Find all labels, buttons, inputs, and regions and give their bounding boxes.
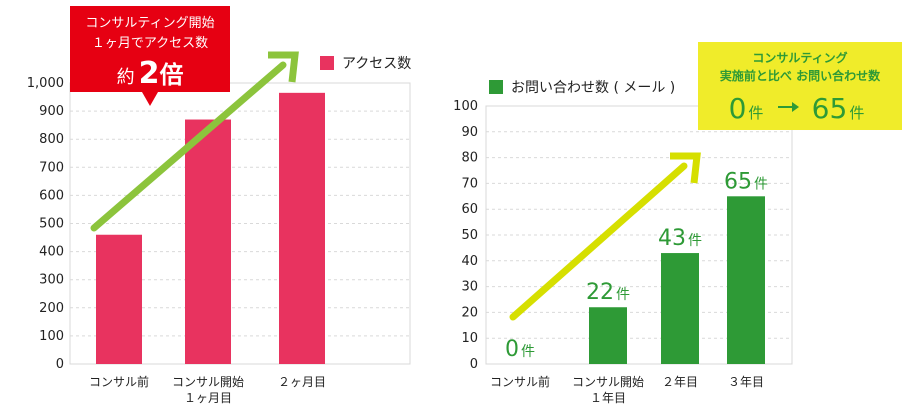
callout-pointer	[142, 92, 158, 106]
callout-box	[70, 6, 230, 92]
trend-arrow	[90, 61, 287, 232]
y-tick-label: 90	[461, 125, 478, 140]
data-label-unit: 件	[521, 344, 535, 360]
trend-arrow-head	[670, 152, 701, 184]
y-tick-label: 800	[39, 132, 64, 147]
callout-arrow-head	[792, 102, 799, 112]
data-label-number: 22	[586, 280, 614, 305]
x-tick-label: ２ヶ月目	[278, 375, 326, 389]
x-tick-label: コンサル前	[490, 374, 550, 389]
x-tick-label: ２年目	[662, 375, 698, 389]
x-tick-label: １ヶ月目	[184, 391, 232, 405]
data-label: 65 件	[724, 169, 768, 194]
data-label-unit: 件	[754, 176, 768, 192]
y-tick-label: 600	[39, 188, 64, 203]
x-tick-label: コンサル開始	[572, 375, 644, 389]
callout-result: 約 2倍	[117, 56, 184, 91]
x-tick-label: １年目	[590, 391, 626, 405]
callout-from-unit: 件	[748, 104, 763, 122]
data-label-unit: 件	[616, 287, 630, 303]
y-tick-label: 1,000	[27, 76, 64, 91]
callout-prefix: 約	[117, 67, 135, 88]
legend-label: お問い合わせ数 ( メール )	[511, 80, 675, 96]
y-tick-label: 80	[461, 151, 478, 166]
y-tick-label: 100	[453, 99, 478, 114]
bar	[727, 196, 765, 364]
callout-line1: コンサルティング開始	[85, 16, 214, 31]
trend-arrow	[509, 162, 688, 321]
y-tick-label: 10	[461, 331, 478, 346]
data-label: 22 件	[586, 280, 630, 305]
y-tick-label: 400	[39, 245, 64, 260]
y-tick-label: 300	[39, 273, 64, 288]
data-label-unit: 件	[688, 233, 702, 249]
y-tick-label: 700	[39, 160, 64, 175]
y-tick-label: 0	[470, 357, 478, 372]
y-tick-label: 200	[39, 301, 64, 316]
x-tick-label: ３年目	[728, 375, 764, 389]
bar	[661, 253, 699, 364]
y-tick-label: 900	[39, 104, 64, 119]
data-label-number: 65	[724, 169, 752, 194]
y-tick-label: 60	[461, 202, 478, 217]
data-label-number: 0	[505, 337, 519, 362]
legend-label: アクセス数	[342, 56, 411, 72]
callout-line2: 実施前と比べ お問い合わせ数	[720, 68, 881, 83]
y-tick-label: 40	[461, 254, 478, 269]
bar	[185, 119, 231, 364]
callout-from-number: 0	[729, 92, 747, 125]
x-tick-label: コンサル前	[89, 374, 149, 389]
callout-to-unit: 件	[849, 104, 864, 122]
bar	[96, 234, 142, 364]
y-tick-label: 50	[461, 228, 478, 243]
callout-line2: １ヶ月でアクセス数	[92, 36, 208, 51]
access-chart: 0 100 200 300 400 500 600 700 800 900 1,000 コンサル前 コン…	[27, 6, 411, 405]
callout-suffix: 倍	[159, 61, 183, 89]
callout-to-number: 65	[812, 92, 848, 125]
callout-to: 65 件	[812, 92, 865, 125]
y-tick-label: 500	[39, 217, 64, 232]
y-tick-label: 30	[461, 280, 478, 295]
callout-box	[698, 42, 902, 130]
callout-line1: コンサルティング	[752, 50, 847, 65]
legend-swatch	[489, 80, 503, 94]
data-label: 43 件	[658, 226, 702, 251]
bar	[279, 92, 325, 365]
y-tick-label: 0	[56, 357, 64, 372]
data-label-number: 43	[658, 226, 686, 251]
y-tick-label: 100	[39, 329, 64, 344]
bar	[589, 307, 627, 364]
y-tick-label: 70	[461, 176, 478, 191]
legend-swatch	[320, 56, 334, 70]
x-tick-label: コンサル開始	[172, 375, 244, 389]
callout-big-number: 2	[139, 56, 160, 91]
y-tick-label: 20	[461, 305, 478, 320]
trend-arrow-head	[268, 51, 299, 83]
